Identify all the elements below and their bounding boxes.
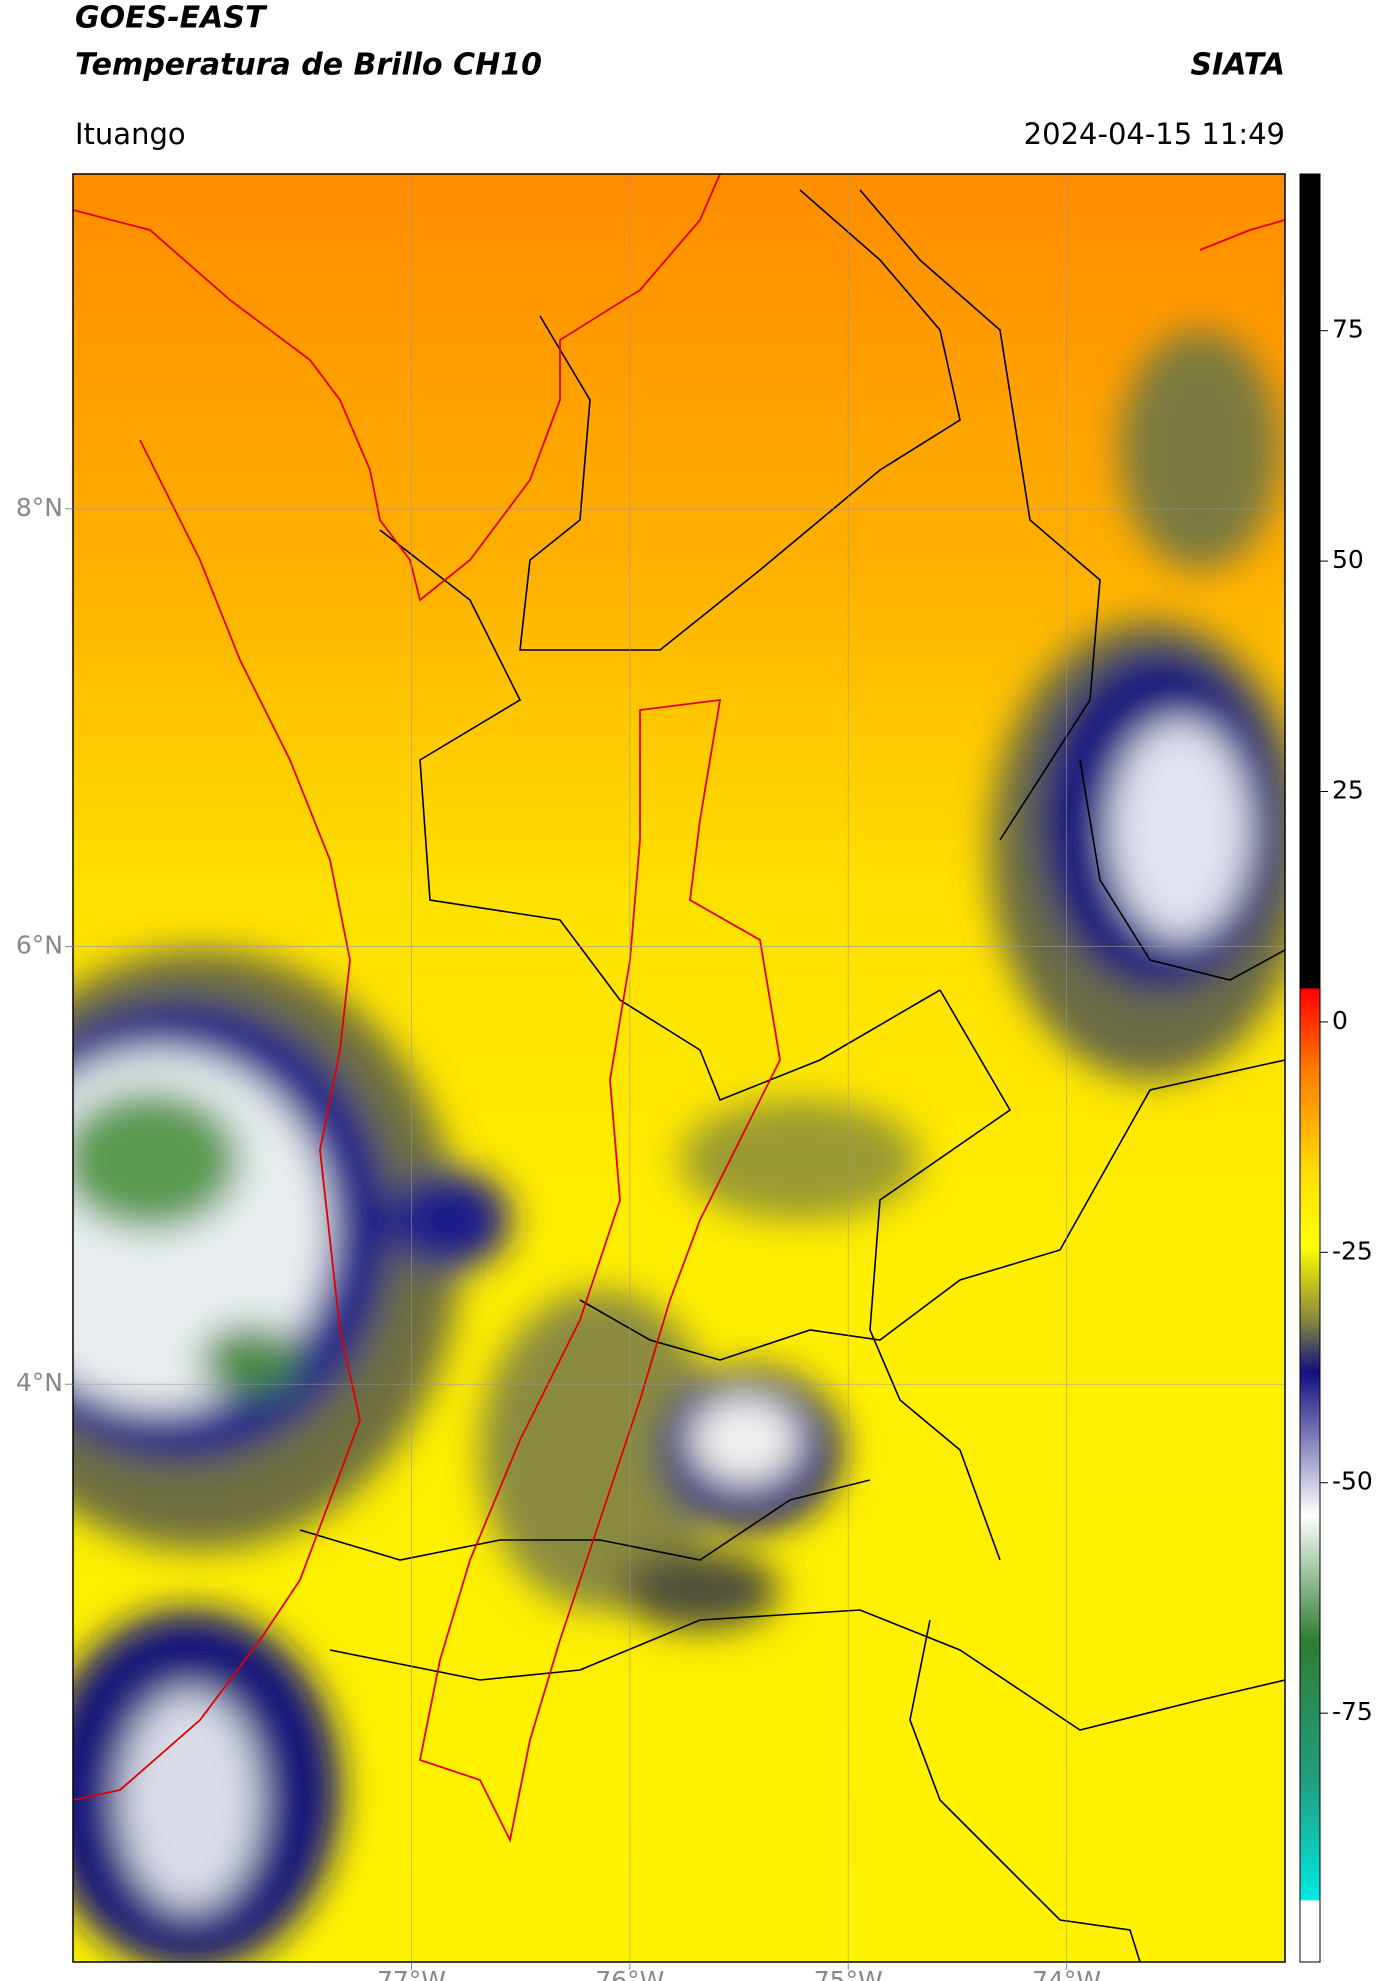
colorbar-tick-label: -75 <box>1332 1697 1373 1726</box>
colorbar-tick-label: 75 <box>1332 315 1364 344</box>
colorbar-tick-label: 25 <box>1332 776 1364 805</box>
cloud-field <box>73 330 1285 1962</box>
y-tick-label: 6°N <box>16 931 63 960</box>
colorbar-tick-label: 0 <box>1332 1006 1348 1035</box>
colorbar <box>1299 173 1321 1963</box>
map <box>73 174 1285 1962</box>
y-tick-label: 4°N <box>16 1368 63 1397</box>
x-tick-label: 77°W <box>377 1966 446 1981</box>
title: GOES-EAST <box>75 1 268 36</box>
colorbar-tick-label: -25 <box>1332 1236 1373 1265</box>
x-tick-label: 75°W <box>814 1966 883 1981</box>
datetime: 2024-04-15 11:49 <box>1024 117 1285 151</box>
x-tick-label: 74°W <box>1032 1966 1101 1981</box>
map-frame <box>72 173 1286 1963</box>
boundaries <box>73 174 1285 1843</box>
location: Ituango <box>75 117 186 151</box>
subtitle: Temperatura de Brillo CH10 <box>75 48 542 83</box>
x-tick-label: 76°W <box>595 1966 664 1981</box>
colorbar-tick-label: 50 <box>1332 545 1364 574</box>
brand: SIATA <box>1191 48 1285 83</box>
colorbar-tick-label: -50 <box>1332 1467 1373 1496</box>
borders <box>299 189 1285 1962</box>
y-tick-label: 8°N <box>16 493 63 522</box>
